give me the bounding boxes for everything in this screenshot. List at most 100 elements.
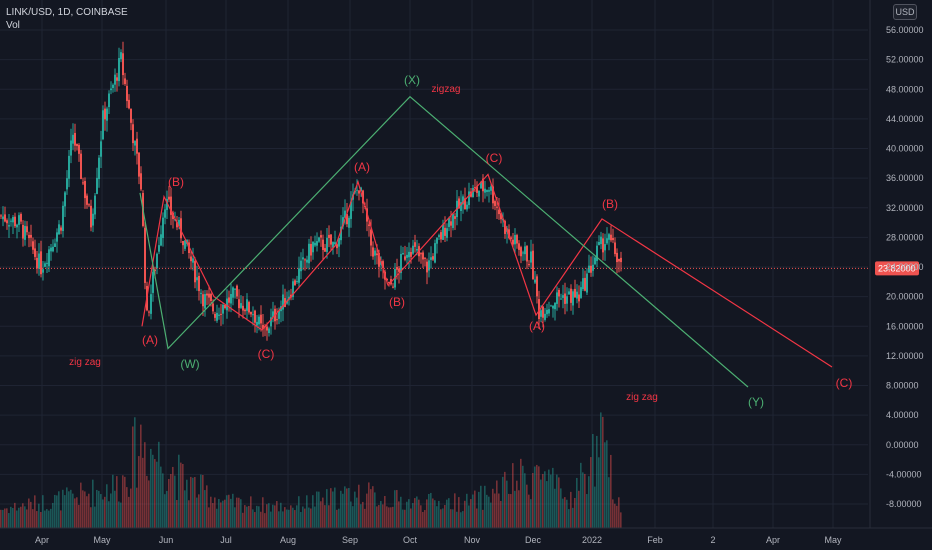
price-tick-label: 4.00000 bbox=[886, 410, 919, 420]
volume-bar bbox=[20, 506, 22, 528]
volume-bar bbox=[328, 505, 330, 528]
volume-bar bbox=[578, 490, 580, 528]
candle-body bbox=[556, 292, 558, 304]
volume-bar bbox=[210, 496, 212, 528]
volume-bar bbox=[504, 471, 506, 528]
wave-label-b3: (B) bbox=[602, 197, 618, 211]
candle-body bbox=[184, 240, 186, 249]
candle-body bbox=[0, 215, 2, 217]
candle-body bbox=[260, 314, 262, 324]
volume-bar bbox=[464, 500, 466, 528]
volume-bar bbox=[80, 482, 82, 528]
volume-bar bbox=[70, 489, 72, 528]
candle-body bbox=[460, 202, 462, 211]
candle-body bbox=[530, 251, 532, 263]
candle-body bbox=[570, 288, 572, 303]
candle-body bbox=[446, 228, 448, 238]
volume-bar bbox=[114, 490, 116, 528]
volume-bar bbox=[110, 493, 112, 528]
candle-body bbox=[200, 292, 202, 294]
wave-label-c3: (C) bbox=[836, 376, 853, 390]
volume-bar bbox=[2, 509, 4, 528]
candle-body bbox=[462, 196, 464, 205]
volume-bar bbox=[478, 491, 480, 528]
volume-indicator-label[interactable]: Vol bbox=[6, 20, 20, 31]
volume-bar bbox=[196, 497, 198, 528]
candle-body bbox=[558, 289, 560, 297]
candle-body bbox=[56, 232, 58, 242]
candle-body bbox=[270, 317, 272, 327]
candle-body bbox=[504, 221, 506, 234]
candle-body bbox=[262, 325, 264, 330]
candle-body bbox=[6, 220, 8, 224]
volume-bar bbox=[322, 497, 324, 528]
time-axis[interactable]: Apr May Jun Jul Aug Sep Oct Nov Dec 2022 Feb 2 Apr Ma… bbox=[0, 527, 932, 545]
candle-body bbox=[356, 189, 358, 191]
candle-body bbox=[276, 319, 278, 321]
volume-bar bbox=[596, 435, 598, 528]
volume-bar bbox=[620, 512, 622, 528]
candle-body bbox=[272, 311, 274, 318]
candle-body bbox=[30, 234, 32, 238]
volume-bar bbox=[448, 498, 450, 528]
volume-bar bbox=[356, 497, 358, 528]
volume-bar bbox=[100, 494, 102, 528]
volume-bar bbox=[564, 497, 566, 528]
candles bbox=[0, 41, 622, 341]
currency-button[interactable]: USD bbox=[893, 4, 917, 20]
time-tick-label: Jun bbox=[159, 535, 174, 545]
time-tick-label: Apr bbox=[35, 535, 49, 545]
candle-body bbox=[492, 186, 494, 204]
candle-body bbox=[278, 310, 280, 319]
volume-bar bbox=[556, 474, 558, 528]
volume-bar bbox=[282, 511, 284, 528]
candle-body bbox=[120, 52, 122, 60]
volume-bar bbox=[186, 479, 188, 528]
candle-body bbox=[584, 277, 586, 291]
candle-body bbox=[338, 237, 340, 247]
candle-body bbox=[332, 241, 334, 248]
volume-bar bbox=[558, 477, 560, 528]
volume-bar bbox=[156, 461, 158, 528]
candle-body bbox=[620, 257, 622, 263]
volume-bar bbox=[22, 503, 24, 528]
volume-bar bbox=[582, 472, 584, 528]
candle-body bbox=[2, 216, 4, 220]
candle-body bbox=[348, 217, 350, 228]
candle-body bbox=[308, 243, 310, 264]
candle-body bbox=[572, 291, 574, 306]
volume-bar bbox=[58, 491, 60, 528]
candle-body bbox=[422, 252, 424, 260]
volume-bar bbox=[382, 504, 384, 528]
volume-bar bbox=[368, 482, 370, 528]
volume-bar bbox=[86, 496, 88, 528]
symbol-title[interactable]: LINK/USD, 1D, COINBASE bbox=[6, 7, 128, 18]
candle-body bbox=[440, 232, 442, 240]
volume-bar bbox=[616, 505, 618, 528]
candle-body bbox=[218, 314, 220, 316]
volume-bar bbox=[138, 456, 140, 528]
volume-bar bbox=[260, 511, 262, 528]
candle-body bbox=[168, 196, 170, 200]
candle-body bbox=[154, 269, 156, 271]
candle-body bbox=[426, 261, 428, 273]
candle-body bbox=[424, 257, 426, 259]
volume-bar bbox=[468, 505, 470, 528]
volume-bar bbox=[82, 490, 84, 528]
volume-bar bbox=[460, 512, 462, 528]
candle-body bbox=[90, 205, 92, 228]
volume-bar bbox=[128, 496, 130, 528]
volume-bar bbox=[46, 509, 48, 528]
volume-bar bbox=[310, 508, 312, 528]
candle-body bbox=[508, 229, 510, 238]
volume-bar bbox=[188, 500, 190, 528]
candle-body bbox=[512, 239, 514, 245]
annotation-zig-zag-1: zig zag bbox=[69, 357, 101, 368]
price-tick-label: -8.00000 bbox=[886, 499, 922, 509]
price-axis[interactable]: 56.00000 52.00000 48.00000 44.00000 40.00000… bbox=[869, 0, 924, 528]
candle-body bbox=[372, 247, 374, 257]
candle-body bbox=[568, 291, 570, 295]
volume-bar bbox=[88, 493, 90, 528]
candle-body bbox=[388, 281, 390, 283]
